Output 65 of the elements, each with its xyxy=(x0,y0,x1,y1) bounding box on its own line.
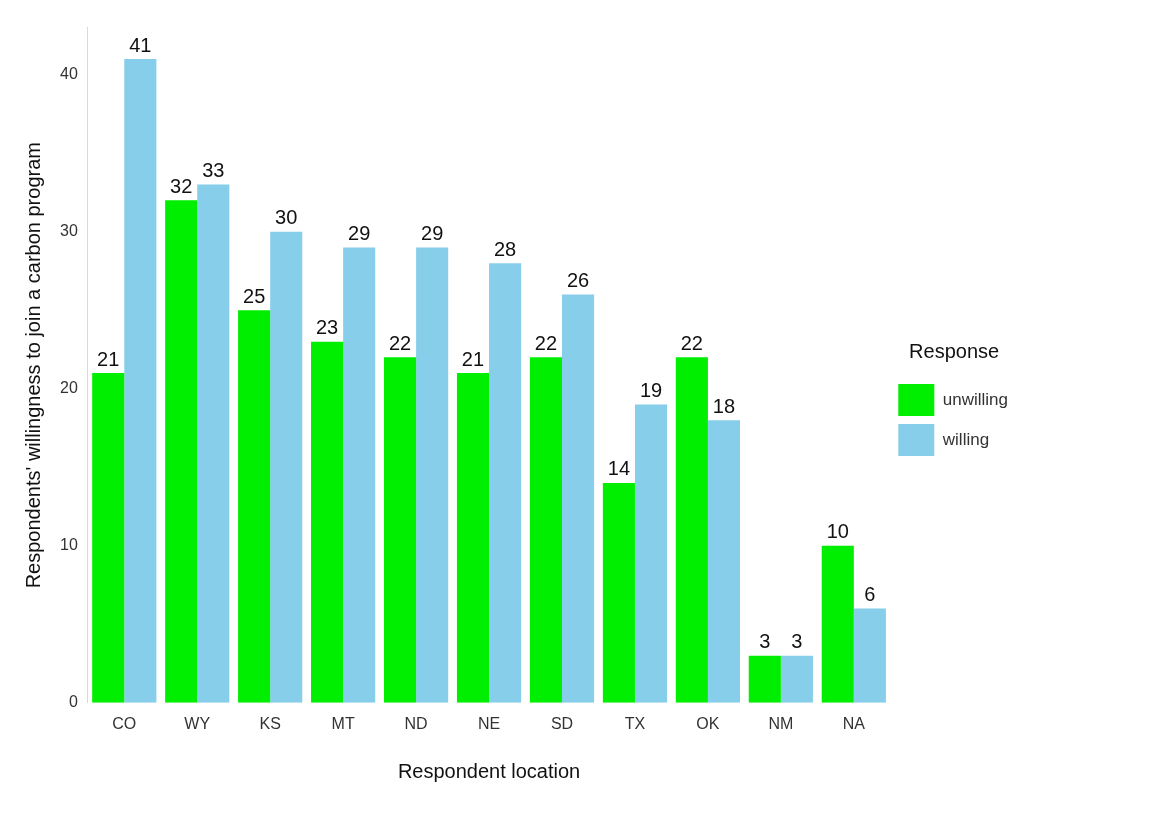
legend-title: Response xyxy=(909,339,1000,362)
bar xyxy=(780,655,813,703)
bar xyxy=(489,263,522,703)
y-tick-label: 20 xyxy=(60,379,78,397)
y-tick-label: 10 xyxy=(60,536,78,554)
bar xyxy=(602,482,635,703)
bar xyxy=(675,357,708,703)
data-label: 21 xyxy=(461,347,485,370)
data-label: 26 xyxy=(566,269,590,292)
data-label: 25 xyxy=(243,284,266,307)
data-label: 29 xyxy=(421,221,444,244)
bar xyxy=(707,420,741,703)
bar xyxy=(562,294,595,703)
bar xyxy=(92,373,125,703)
data-label: 10 xyxy=(826,520,849,543)
data-label: 3 xyxy=(759,630,771,653)
data-label: 41 xyxy=(129,33,152,56)
bar xyxy=(383,357,417,703)
x-tick-label: CO xyxy=(112,714,137,732)
data-label: 19 xyxy=(639,378,663,401)
y-tick-label: 30 xyxy=(60,222,78,240)
data-label: 23 xyxy=(315,316,339,339)
bar xyxy=(124,59,157,703)
bar xyxy=(165,200,198,703)
x-tick-label: NM xyxy=(768,714,794,732)
data-label: 3 xyxy=(791,630,803,653)
data-label: 22 xyxy=(680,331,703,354)
bar xyxy=(634,404,668,703)
data-label: 32 xyxy=(170,174,193,197)
bar xyxy=(529,357,562,703)
x-tick-label: MT xyxy=(331,714,355,732)
x-tick-label: WY xyxy=(184,714,211,732)
bar xyxy=(238,310,271,703)
x-tick-label: ND xyxy=(404,714,428,732)
y-tick-label: 0 xyxy=(68,693,78,711)
data-label: 14 xyxy=(607,457,631,480)
x-tick-label: TX xyxy=(624,714,646,732)
bar xyxy=(821,545,854,703)
data-label: 22 xyxy=(534,331,558,354)
legend-label: unwilling xyxy=(942,389,1008,409)
bar xyxy=(416,247,449,703)
x-tick-label: NA xyxy=(842,714,866,732)
bar xyxy=(748,655,781,703)
bar xyxy=(343,247,376,703)
bar xyxy=(853,608,886,703)
data-label: 29 xyxy=(348,221,371,244)
x-axis-title: Respondent location xyxy=(397,759,581,782)
x-tick-label: NE xyxy=(477,714,501,732)
x-tick-label: KS xyxy=(259,714,281,732)
legend-label: willing xyxy=(941,429,990,449)
y-tick-label: 40 xyxy=(60,65,78,83)
bar xyxy=(456,373,490,703)
data-label: 21 xyxy=(97,347,120,370)
x-tick-label: OK xyxy=(696,714,720,732)
data-label: 30 xyxy=(275,206,298,229)
bar xyxy=(197,184,230,703)
x-tick-label: SD xyxy=(550,714,574,732)
y-axis-title: Respondents' willingness to join a carbon program xyxy=(21,142,44,589)
data-label: 33 xyxy=(202,159,225,182)
bar xyxy=(270,231,303,703)
data-label: 6 xyxy=(864,583,876,606)
data-label: 22 xyxy=(388,331,412,354)
data-label: 28 xyxy=(493,237,517,260)
bar xyxy=(311,341,344,703)
data-label: 18 xyxy=(712,394,736,417)
